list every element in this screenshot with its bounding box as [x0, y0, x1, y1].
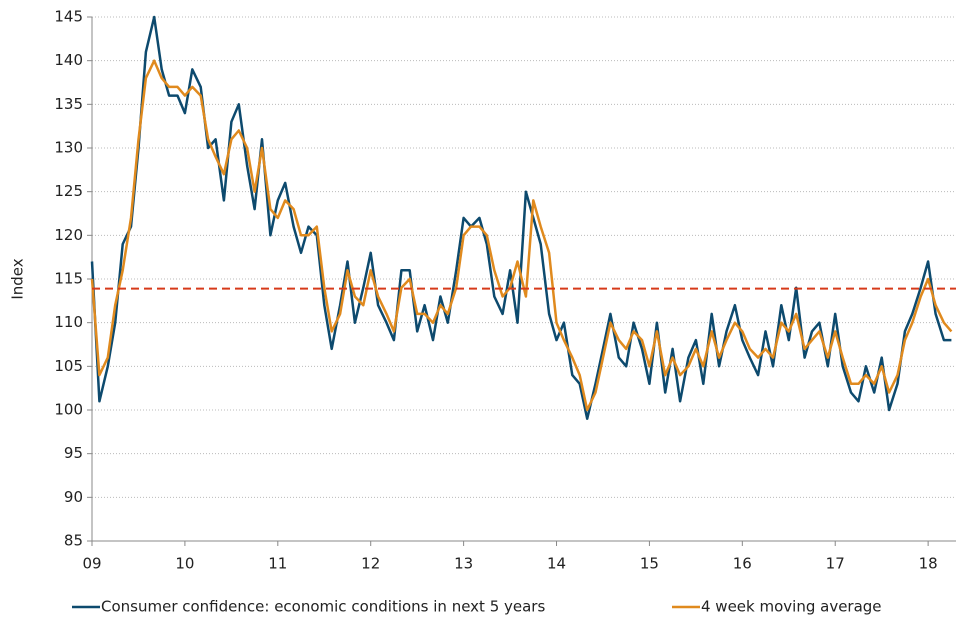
y-tick-label: 135	[54, 95, 83, 113]
y-tick-label: 90	[64, 488, 83, 506]
y-tick-label: 95	[64, 444, 83, 462]
y-tick-label: 105	[54, 357, 83, 375]
y-tick-label: 85	[64, 532, 83, 550]
series-line	[90, 59, 953, 412]
y-axis-label: Index	[9, 258, 27, 299]
y-tick-label: 115	[54, 270, 83, 288]
x-tick-label: 10	[175, 555, 194, 573]
y-tick-label: 130	[54, 139, 83, 157]
y-tick-label: 145	[54, 8, 83, 26]
y-tick-label: 125	[54, 182, 83, 200]
x-tick-label: 12	[361, 555, 380, 573]
y-tick-label: 140	[54, 51, 83, 69]
x-tick-label: 14	[547, 555, 566, 573]
y-tick-label: 120	[54, 226, 83, 244]
legend-label: Consumer confidence: economic conditions…	[101, 598, 545, 616]
x-tick-label: 15	[640, 555, 659, 573]
y-tick-label: 100	[54, 401, 83, 419]
x-tick-label: 09	[82, 555, 101, 573]
x-tick-label: 13	[454, 555, 473, 573]
legend-label: 4 week moving average	[701, 598, 882, 616]
x-tick-label: 17	[826, 555, 845, 573]
y-tick-label: 110	[54, 313, 83, 331]
x-tick-label: 11	[268, 555, 287, 573]
series-line	[90, 15, 952, 420]
x-tick-label: 18	[919, 555, 938, 573]
x-tick-label: 16	[733, 555, 752, 573]
